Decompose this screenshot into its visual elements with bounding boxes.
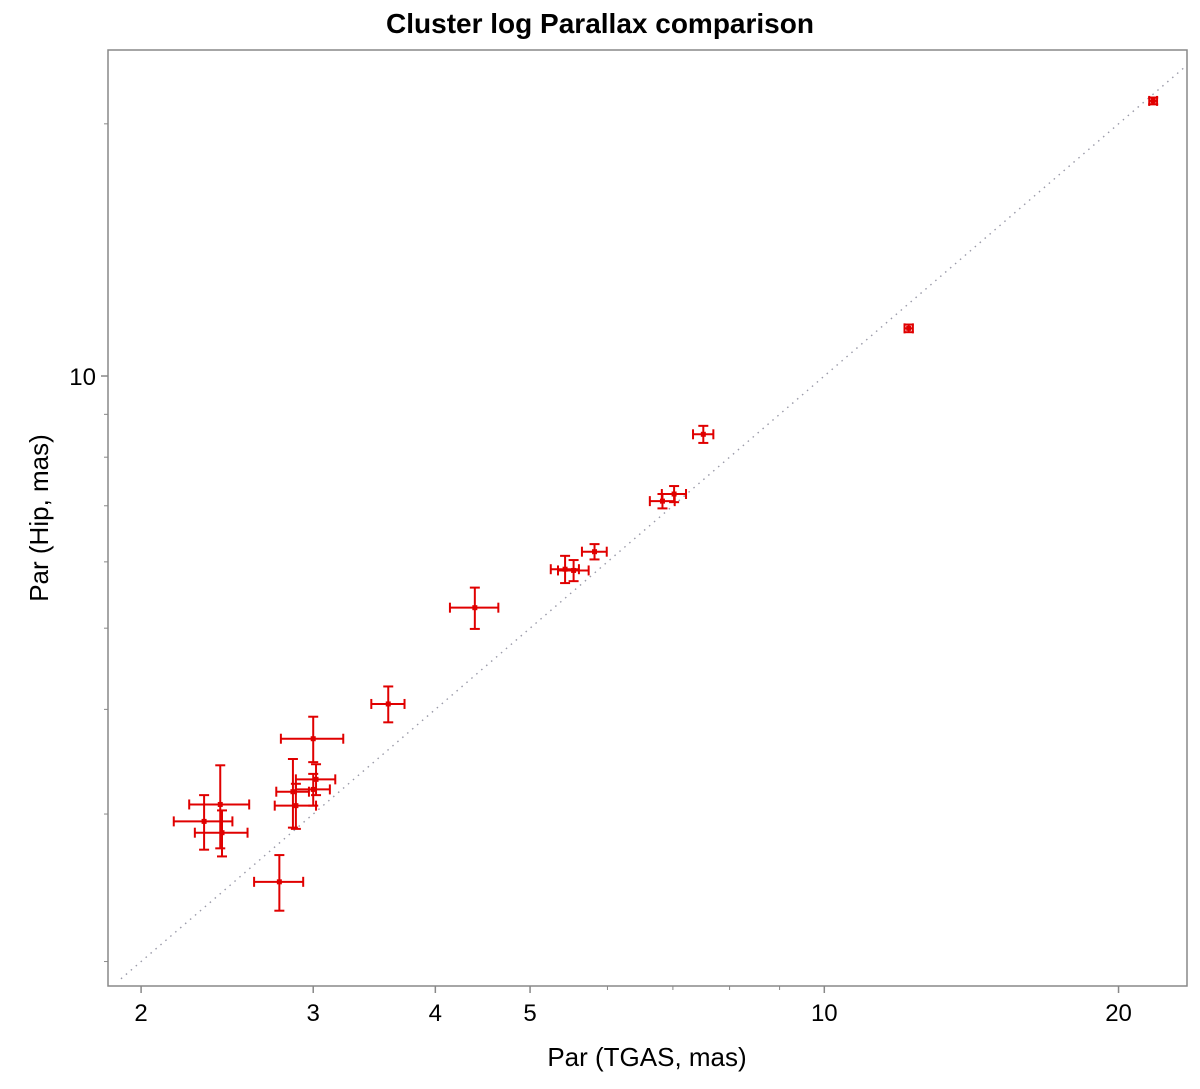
data-point [275,757,310,829]
point-marker [385,701,391,707]
data-point [448,586,500,630]
data-point [692,424,715,444]
chart-title: Cluster log Parallax comparison [386,8,814,39]
x-axis-label: Par (TGAS, mas) [547,1042,746,1072]
data-point [193,809,249,858]
x-tick-label: 2 [134,1000,147,1027]
data-point [580,543,608,561]
point-marker [659,498,665,504]
data-point [370,685,406,724]
point-marker [201,818,207,824]
point-marker [571,567,577,573]
data-point [188,764,251,850]
x-tick-label: 10 [811,1000,838,1027]
point-marker [219,830,225,836]
data-point [648,493,676,510]
point-marker [310,786,316,792]
point-marker [671,491,677,497]
point-marker [906,325,912,331]
point-marker [293,803,299,809]
point-marker [217,801,223,807]
point-marker [290,789,296,795]
x-tick-label: 5 [523,1000,536,1027]
point-marker [310,736,316,742]
data-point [903,323,914,334]
point-marker [700,431,706,437]
data-point [279,715,345,764]
x-tick-label: 20 [1105,1000,1132,1027]
reference-line-y-equals-x [120,66,1186,980]
point-marker [313,776,319,782]
plot-frame [107,49,1188,987]
data-point [253,854,305,912]
point-marker [276,879,282,885]
y-axis-label: Par (Hip, mas) [24,434,54,602]
point-marker [592,549,598,555]
data-point [549,554,580,585]
data-point [1148,95,1159,106]
x-tick-label: 3 [307,1000,320,1027]
point-marker [472,605,478,611]
point-marker [562,566,568,572]
data-point [273,782,318,830]
point-marker [1150,98,1156,104]
y-tick-label: 10 [69,364,96,391]
data-point [172,794,234,851]
x-tick-label: 4 [429,1000,442,1027]
